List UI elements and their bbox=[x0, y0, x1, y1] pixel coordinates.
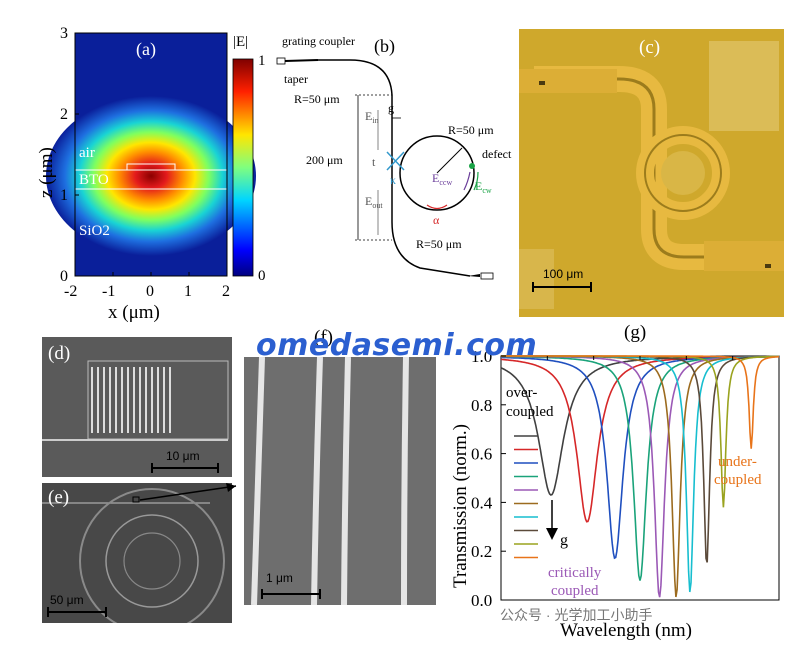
y-tick-3: 3 bbox=[60, 25, 68, 42]
critically-coupled-label-1: critically bbox=[548, 565, 602, 581]
chart-y-label: Transmission (norm.) bbox=[450, 424, 471, 588]
wechat-footer: 公众号 · 光学加工小助手 bbox=[500, 607, 652, 623]
panel-b-label: (b) bbox=[374, 36, 395, 57]
g-arrow-label: g bbox=[560, 532, 568, 549]
colorbar bbox=[232, 58, 254, 277]
y-tick-label: 1.0 bbox=[471, 347, 492, 366]
defect-marker bbox=[469, 163, 475, 169]
panel-e-sem: (e) 50 μm bbox=[42, 483, 232, 623]
over-coupled-label-1: over- bbox=[506, 385, 537, 401]
colorbar-min: 0 bbox=[258, 268, 266, 284]
bus-waveguide bbox=[318, 59, 471, 277]
critically-coupled-label-2: coupled bbox=[551, 583, 599, 599]
chart-x-label: Wavelength (nm) bbox=[560, 620, 692, 641]
mode-field bbox=[46, 96, 256, 256]
grating-coupler-top bbox=[276, 57, 286, 65]
chart-yticks: 0.0 0.2 0.4 0.6 0.8 1.0 bbox=[471, 347, 734, 610]
taper-label: taper bbox=[284, 72, 308, 86]
panel-c-scalebar bbox=[532, 282, 592, 292]
panel-g: (g) 0.0 0.2 0.4 0.6 0.8 1.0 over- coupled und… bbox=[450, 322, 780, 641]
panel-e-scalebar bbox=[47, 607, 107, 617]
radius-top-label: R=50 μm bbox=[294, 92, 340, 106]
defect-label: defect bbox=[482, 147, 512, 161]
panel-f-sem: 1 μm bbox=[244, 357, 436, 605]
legend bbox=[514, 435, 538, 559]
panel-b: grating coupler taper (b) R=50 μm g R=50… bbox=[276, 34, 512, 280]
chart-frame bbox=[500, 355, 780, 601]
kappa-label: κ bbox=[390, 173, 396, 187]
y-axis-label: z (μm) bbox=[36, 147, 57, 198]
x-tick-2: 0 bbox=[146, 283, 154, 300]
over-coupled-label-2: coupled bbox=[506, 404, 554, 420]
y-tick-label: 0.2 bbox=[471, 542, 492, 561]
x-tick-3: 1 bbox=[184, 283, 192, 300]
panel-f-scale-label: 1 μm bbox=[266, 571, 293, 585]
watermark: omedasemi.com bbox=[256, 328, 538, 363]
panel-e-scale-label: 50 μm bbox=[50, 593, 84, 607]
y-tick-1: 1 bbox=[60, 187, 68, 204]
colorbar-title: |E| bbox=[233, 34, 248, 50]
radius-bottom-label: R=50 μm bbox=[416, 237, 462, 251]
x-tick-1: -1 bbox=[102, 283, 115, 300]
panel-g-label: (g) bbox=[624, 322, 646, 343]
panel-c-micrograph: (c) 100 μm bbox=[519, 29, 784, 317]
t-label: t bbox=[372, 155, 376, 169]
g-arrow bbox=[546, 528, 558, 540]
panel-d-sem: (d) 10 μm bbox=[42, 337, 232, 477]
panel-c-scale-label: 100 μm bbox=[543, 267, 584, 281]
under-coupled-label-2: coupled bbox=[714, 472, 762, 488]
panel-d-scalebar bbox=[151, 463, 219, 473]
panel-a-label: (a) bbox=[136, 39, 156, 60]
gap-label: g bbox=[388, 101, 394, 115]
y-tick-0: 0 bbox=[60, 268, 68, 285]
e-in-label: Ein bbox=[365, 109, 379, 125]
y-tick-2: 2 bbox=[60, 106, 68, 123]
panel-d-scale-label: 10 μm bbox=[166, 449, 200, 463]
panel-c-label: (c) bbox=[639, 37, 661, 58]
panel-f-label: (f) bbox=[314, 327, 333, 348]
air-label: air bbox=[79, 145, 95, 161]
y-tick-label: 0.8 bbox=[471, 396, 492, 415]
grating-coupler-label: grating coupler bbox=[282, 34, 355, 48]
panel-f-scalebar bbox=[261, 589, 321, 599]
ring-resonator bbox=[399, 135, 475, 211]
e-out-label: Eout bbox=[365, 194, 383, 210]
waveguide-ridge bbox=[126, 163, 176, 170]
x-axis-label: x (μm) bbox=[108, 302, 160, 323]
y-tick-label: 0.4 bbox=[471, 493, 493, 512]
panel-e-label: (e) bbox=[48, 487, 70, 508]
x-tick-0: -2 bbox=[64, 283, 77, 300]
alpha-label: α bbox=[433, 213, 440, 227]
panel-d-label: (d) bbox=[48, 343, 71, 364]
sio2-label: SiO2 bbox=[79, 223, 110, 239]
panel-a: (a) air BTO SiO2 -2 -1 0 1 2 0 1 2 3 x (… bbox=[36, 25, 266, 323]
under-coupled-label-1: under- bbox=[718, 454, 757, 470]
colorbar-max: 1 bbox=[258, 53, 266, 69]
length-label: 200 μm bbox=[306, 153, 343, 167]
ring-radius-label: R=50 μm bbox=[448, 123, 494, 137]
grating-coupler-bottom bbox=[480, 272, 494, 280]
x-tick-4: 2 bbox=[222, 283, 230, 300]
bto-label: BTO bbox=[79, 172, 109, 188]
y-tick-label: 0.0 bbox=[471, 591, 492, 610]
y-tick-label: 0.6 bbox=[471, 445, 492, 464]
e-cw-label: Ecw bbox=[475, 179, 492, 195]
e-ccw-label: Eccw bbox=[432, 171, 452, 187]
